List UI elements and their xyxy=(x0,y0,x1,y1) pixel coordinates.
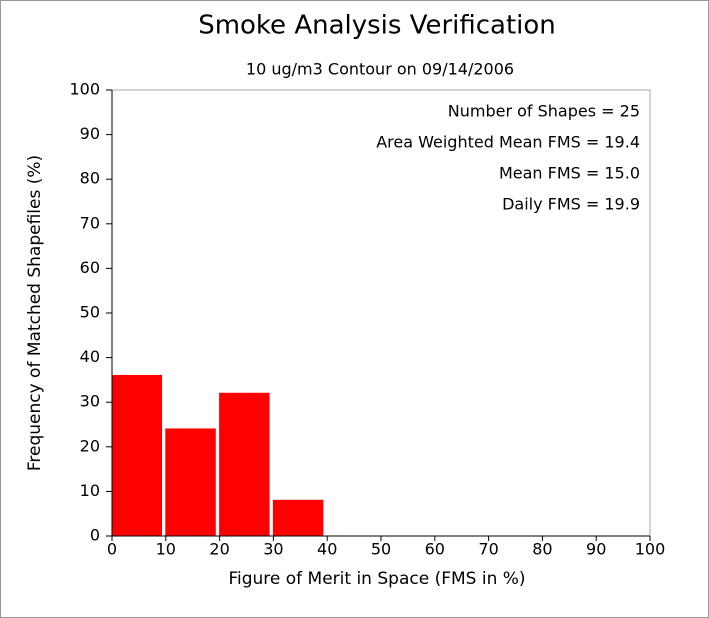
bar xyxy=(165,428,216,537)
bar xyxy=(219,392,270,537)
x-tick-label: 70 xyxy=(478,540,498,559)
annotation: Number of Shapes = 25 xyxy=(448,102,640,121)
y-tick-label: 100 xyxy=(69,80,100,99)
y-tick-label: 20 xyxy=(80,436,100,455)
y-axis-label: Frequency of Matched Shapefiles (%) xyxy=(25,155,45,471)
x-tick-label: 90 xyxy=(586,540,606,559)
x-tick-label: 60 xyxy=(425,540,445,559)
x-tick-label: 30 xyxy=(263,540,283,559)
x-tick-label: 0 xyxy=(107,540,117,559)
chart-title: Smoke Analysis Verification xyxy=(198,11,556,41)
y-tick-label: 0 xyxy=(90,526,100,545)
y-tick-label: 50 xyxy=(80,303,100,322)
x-tick-label: 50 xyxy=(371,540,391,559)
x-tick-label: 20 xyxy=(209,540,229,559)
y-tick-label: 70 xyxy=(80,213,100,232)
x-axis-label: Figure of Merit in Space (FMS in %) xyxy=(228,569,525,589)
annotation: Daily FMS = 19.9 xyxy=(502,195,640,214)
annotation: Area Weighted Mean FMS = 19.4 xyxy=(376,133,640,152)
x-tick-label: 10 xyxy=(156,540,176,559)
bar xyxy=(272,499,324,537)
x-tick-label: 40 xyxy=(317,540,337,559)
y-tick-label: 80 xyxy=(80,169,100,188)
chart-subtitle: 10 ug/m3 Contour on 09/14/2006 xyxy=(246,60,514,79)
annotation: Mean FMS = 15.0 xyxy=(499,164,640,183)
y-tick-label: 10 xyxy=(80,481,100,500)
y-tick-label: 30 xyxy=(80,392,100,411)
y-tick-label: 60 xyxy=(80,258,100,277)
bar xyxy=(111,374,162,537)
x-tick-label: 80 xyxy=(532,540,552,559)
x-tick-label: 100 xyxy=(635,540,666,559)
y-tick-label: 40 xyxy=(80,347,100,366)
y-tick-label: 90 xyxy=(80,124,100,143)
